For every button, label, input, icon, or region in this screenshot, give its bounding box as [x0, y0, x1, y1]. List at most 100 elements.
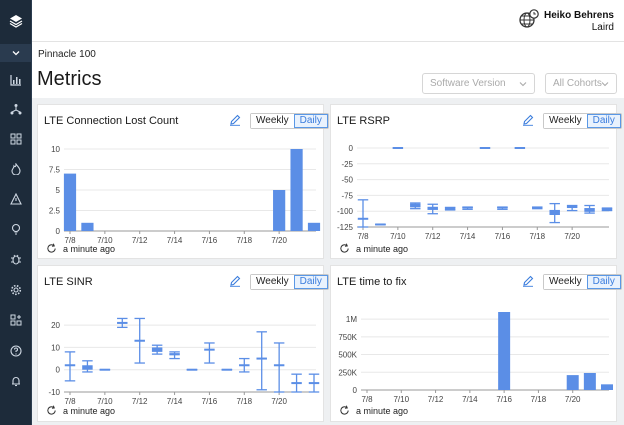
box-whisker[interactable]: [549, 202, 560, 224]
pencil-icon[interactable]: [522, 114, 534, 126]
y-tick-label: -125: [337, 223, 354, 232]
sidebar-item-issues[interactable]: [0, 248, 32, 270]
x-tick-label: 7/8: [64, 236, 76, 245]
box-whisker[interactable]: [256, 331, 267, 391]
box-body: [444, 207, 456, 210]
box-whisker[interactable]: [204, 342, 215, 364]
y-tick-label: -75: [341, 191, 353, 200]
box-whisker[interactable]: [273, 342, 285, 393]
box-whisker[interactable]: [291, 373, 302, 393]
layers-logo-icon[interactable]: [3, 4, 29, 38]
software-version-select[interactable]: Software Version: [422, 73, 535, 94]
box-whisker[interactable]: [151, 344, 163, 355]
weekly-button[interactable]: Weekly: [251, 114, 294, 128]
daily-button[interactable]: Daily: [293, 114, 328, 128]
box-whisker[interactable]: [357, 199, 369, 228]
x-tick-label: 7/8: [357, 232, 369, 241]
box-whisker[interactable]: [375, 223, 386, 226]
pencil-icon[interactable]: [229, 114, 241, 126]
box-body: [357, 217, 369, 220]
box-whisker[interactable]: [462, 206, 473, 210]
box-whisker[interactable]: [82, 360, 93, 373]
box-whisker[interactable]: [99, 368, 111, 371]
box-body: [291, 382, 302, 385]
sidebar-item-network[interactable]: [0, 98, 32, 120]
pencil-icon[interactable]: [229, 275, 241, 287]
sidebar-item-help[interactable]: [0, 340, 32, 362]
user-name[interactable]: Heiko Behrens: [543, 10, 614, 21]
bar[interactable]: [583, 372, 596, 390]
box-whisker[interactable]: [497, 206, 508, 210]
box-body: [239, 364, 250, 367]
bar[interactable]: [601, 384, 613, 390]
cohorts-select[interactable]: All Cohorts: [545, 73, 617, 94]
refresh-icon[interactable]: [46, 243, 57, 254]
bar[interactable]: [290, 149, 303, 231]
refresh-icon[interactable]: [339, 405, 350, 416]
bar[interactable]: [81, 222, 94, 231]
daily-button[interactable]: Daily: [293, 275, 328, 289]
sidebar-item-metrics[interactable]: [0, 69, 32, 91]
box-whisker[interactable]: [410, 202, 421, 210]
weekly-button[interactable]: Weekly: [251, 275, 294, 289]
box-whisker[interactable]: [134, 317, 145, 364]
y-tick-label: 5: [56, 186, 61, 195]
daily-button[interactable]: Daily: [586, 114, 621, 128]
breadcrumb[interactable]: Pinnacle 100: [38, 49, 96, 60]
x-tick-label: 7/16: [496, 395, 512, 404]
gear-icon: [10, 284, 22, 296]
box-whisker[interactable]: [427, 203, 438, 215]
box-whisker[interactable]: [239, 357, 250, 373]
box-whisker[interactable]: [601, 207, 613, 212]
y-tick-label: 500K: [338, 351, 357, 360]
pencil-icon[interactable]: [522, 275, 534, 287]
sidebar-toggle-button[interactable]: [0, 44, 32, 62]
box-body: [410, 203, 421, 208]
box-whisker[interactable]: [532, 206, 543, 210]
y-tick-label: 10: [51, 145, 60, 154]
box-whisker[interactable]: [221, 368, 233, 371]
box-whisker[interactable]: [444, 206, 456, 211]
box-body: [151, 347, 163, 352]
x-tick-label: 7/18: [529, 232, 545, 241]
daily-button[interactable]: Daily: [586, 275, 621, 289]
sidebar-item-settings[interactable]: [0, 279, 32, 301]
box-whisker[interactable]: [64, 351, 76, 382]
lte-sinr-chart: -10 0 10 20 7/8 7/10 7/12 7/14 7/16 7/18 7/20: [48, 317, 320, 406]
lte-time-to-fix-chart: 0 250K 500K 750K 1M 7/8 7/10 7/12 7/14 7/16 7/18 7/…: [338, 312, 613, 404]
box-whisker[interactable]: [169, 351, 180, 360]
weekly-button[interactable]: Weekly: [544, 114, 587, 128]
refresh-icon[interactable]: [339, 243, 350, 254]
x-tick-label: 7/14: [167, 397, 183, 406]
box-whisker[interactable]: [186, 368, 198, 371]
chevron-down-icon: [519, 82, 527, 87]
bar[interactable]: [273, 190, 286, 231]
sidebar-item-integrations[interactable]: [0, 309, 32, 331]
sidebar-item-grid[interactable]: [0, 128, 32, 150]
period-toggle: Weekly Daily: [250, 113, 329, 129]
sidebar-item-notifications[interactable]: [0, 370, 32, 392]
grid-icon: [10, 133, 22, 145]
sidebar-item-alerts[interactable]: [0, 188, 32, 210]
box-whisker[interactable]: [117, 317, 128, 329]
y-tick-label: 0: [349, 144, 354, 153]
globe-clock-icon[interactable]: [519, 9, 539, 29]
box-body: [134, 339, 145, 342]
box-whisker[interactable]: [308, 373, 320, 393]
box-body: [375, 223, 386, 226]
bar[interactable]: [307, 222, 321, 231]
box-whisker[interactable]: [584, 204, 595, 214]
bar[interactable]: [566, 375, 579, 390]
refresh-icon[interactable]: [46, 405, 57, 416]
sidebar-item-flame[interactable]: [0, 158, 32, 180]
weekly-button[interactable]: Weekly: [544, 275, 587, 289]
metric-card-lte-connection-lost: LTE Connection Lost Count Weekly Daily 0…: [37, 104, 329, 259]
bar[interactable]: [498, 312, 511, 390]
bar[interactable]: [63, 173, 77, 231]
box-body: [601, 208, 613, 211]
sidebar-item-insights[interactable]: [0, 218, 32, 240]
box-body: [99, 368, 111, 371]
box-body: [169, 353, 180, 356]
box-whisker[interactable]: [566, 204, 578, 212]
